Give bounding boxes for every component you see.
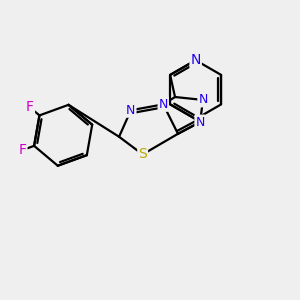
Text: F: F — [26, 100, 34, 115]
Text: N: N — [190, 53, 201, 67]
Text: S: S — [138, 147, 147, 161]
Text: N: N — [198, 93, 208, 106]
Text: N: N — [195, 116, 205, 128]
Text: F: F — [19, 143, 26, 157]
Text: N: N — [159, 98, 168, 111]
Text: N: N — [126, 104, 136, 117]
